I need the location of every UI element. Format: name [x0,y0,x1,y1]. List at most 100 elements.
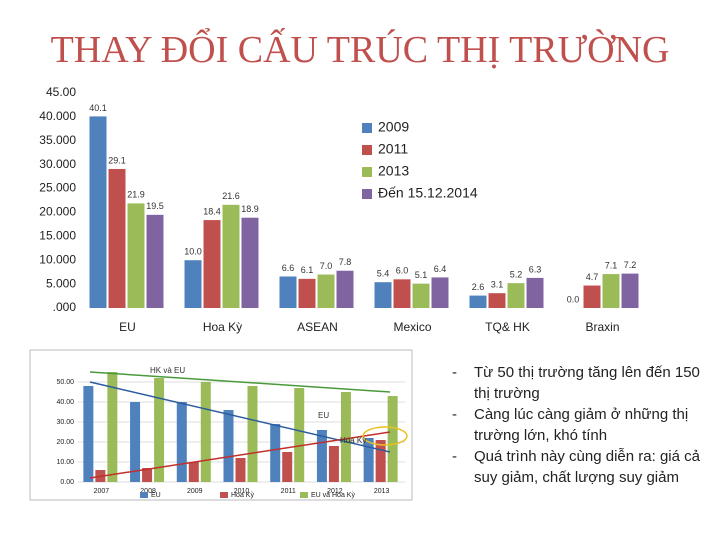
x-tick-label: Braxin [585,320,619,334]
data-label: 19.5 [146,201,164,211]
bar [184,260,202,308]
data-label: 2.6 [472,282,485,292]
bar [127,203,145,308]
data-label: 4.7 [586,272,599,282]
data-label: 10.0 [184,247,202,257]
bar [526,277,544,308]
legend-label: Đến 15.12.2014 [378,185,478,201]
legend-swatch [220,492,228,498]
legend-label: EU [151,492,161,499]
bar [317,274,335,308]
legend-swatch [140,492,148,498]
y-tick-label: 50.00 [56,379,74,386]
bar [176,402,187,482]
y-tick-label: 20.000 [39,205,76,219]
data-label: 21.6 [222,191,240,201]
data-label: 7.0 [320,261,333,271]
bar [412,283,430,308]
data-label: 7.8 [339,257,352,267]
bar [108,168,126,308]
slide-title: THAY ĐỔI CẤU TRÚC THỊ TRƯỜNG [50,29,670,71]
y-tick-label: 0.00 [60,479,74,486]
bar [222,204,240,308]
bar [282,452,293,482]
note: Quá trình này cùng diễn ra: giá cả suy g… [448,446,708,488]
x-tick-label: 2009 [187,488,203,495]
y-tick-label: 30.000 [39,157,76,171]
bar [235,458,246,482]
data-label: 21.9 [127,190,145,200]
bar [340,392,351,482]
legend-swatch [362,189,372,199]
bar [89,116,107,309]
y-tick-label: 35.000 [39,133,76,147]
bar [387,396,398,482]
annotation: EU [318,411,329,420]
bar [602,274,620,308]
notes: Từ 50 thị trường tăng lên đến 150 thị tr… [448,362,708,488]
bar [241,217,259,308]
bar [375,440,386,482]
legend-label: 2011 [378,141,408,157]
annotation: Hoa Kỳ [340,436,366,445]
bar [200,382,211,482]
data-label: 29.1 [108,155,126,165]
data-label: 6.4 [434,264,447,274]
bar [270,424,281,482]
x-tick-label: 2013 [374,488,390,495]
bar [583,285,601,308]
data-label: 6.3 [529,264,542,274]
data-label: 7.2 [624,260,637,270]
legend-swatch [300,492,308,498]
x-tick-label: 2011 [281,488,296,495]
data-label: 0.0 [567,294,580,304]
data-label: 6.1 [301,265,314,275]
bar [146,214,164,308]
data-label: 5.1 [415,270,428,280]
y-tick-label: 10.00 [56,459,74,466]
bar [298,278,316,308]
y-tick-label: 25.000 [39,181,76,195]
trend-line [89,371,391,393]
data-label: 18.4 [203,206,221,216]
bar [431,277,449,308]
data-label: 40.1 [89,103,107,113]
x-tick-label: 2010 [234,488,250,495]
bar [223,410,234,482]
y-tick-label: 20.00 [56,439,74,446]
legend-swatch [362,123,372,133]
bar [83,386,94,482]
data-label: 3.1 [491,280,504,290]
x-tick-label: TQ& HK [485,320,530,334]
legend-label: 2013 [378,163,409,179]
x-tick-label: Hoa Kỳ [203,320,242,334]
data-label: 6.0 [396,266,409,276]
x-tick-label: EU [119,320,136,334]
bar [621,273,639,308]
bar [203,220,221,308]
data-label: 5.2 [510,270,523,280]
x-tick-label: 2008 [140,488,156,495]
bar [188,462,199,482]
y-tick-label: 40.000 [39,109,76,123]
y-tick-label: 10.000 [39,252,76,266]
x-tick-label: ASEAN [297,320,338,334]
bar [469,295,487,308]
trend-line [89,431,391,479]
bar [316,430,327,482]
y-tick-label: 45.00 [46,85,76,99]
data-label: 6.6 [282,263,295,273]
x-tick-label: 2012 [327,488,343,495]
legend-label: 2009 [378,119,409,135]
bar [279,276,297,308]
legend-label: Hoa Kỳ [231,492,254,499]
legend-swatch [362,145,372,155]
bar [247,386,258,482]
bar [488,293,506,308]
y-tick-label: 40.00 [56,399,74,406]
note: Từ 50 thị trường tăng lên đến 150 thị tr… [448,362,708,404]
bar [507,283,525,308]
annotation: HK và EU [150,366,185,375]
bar [154,378,165,482]
